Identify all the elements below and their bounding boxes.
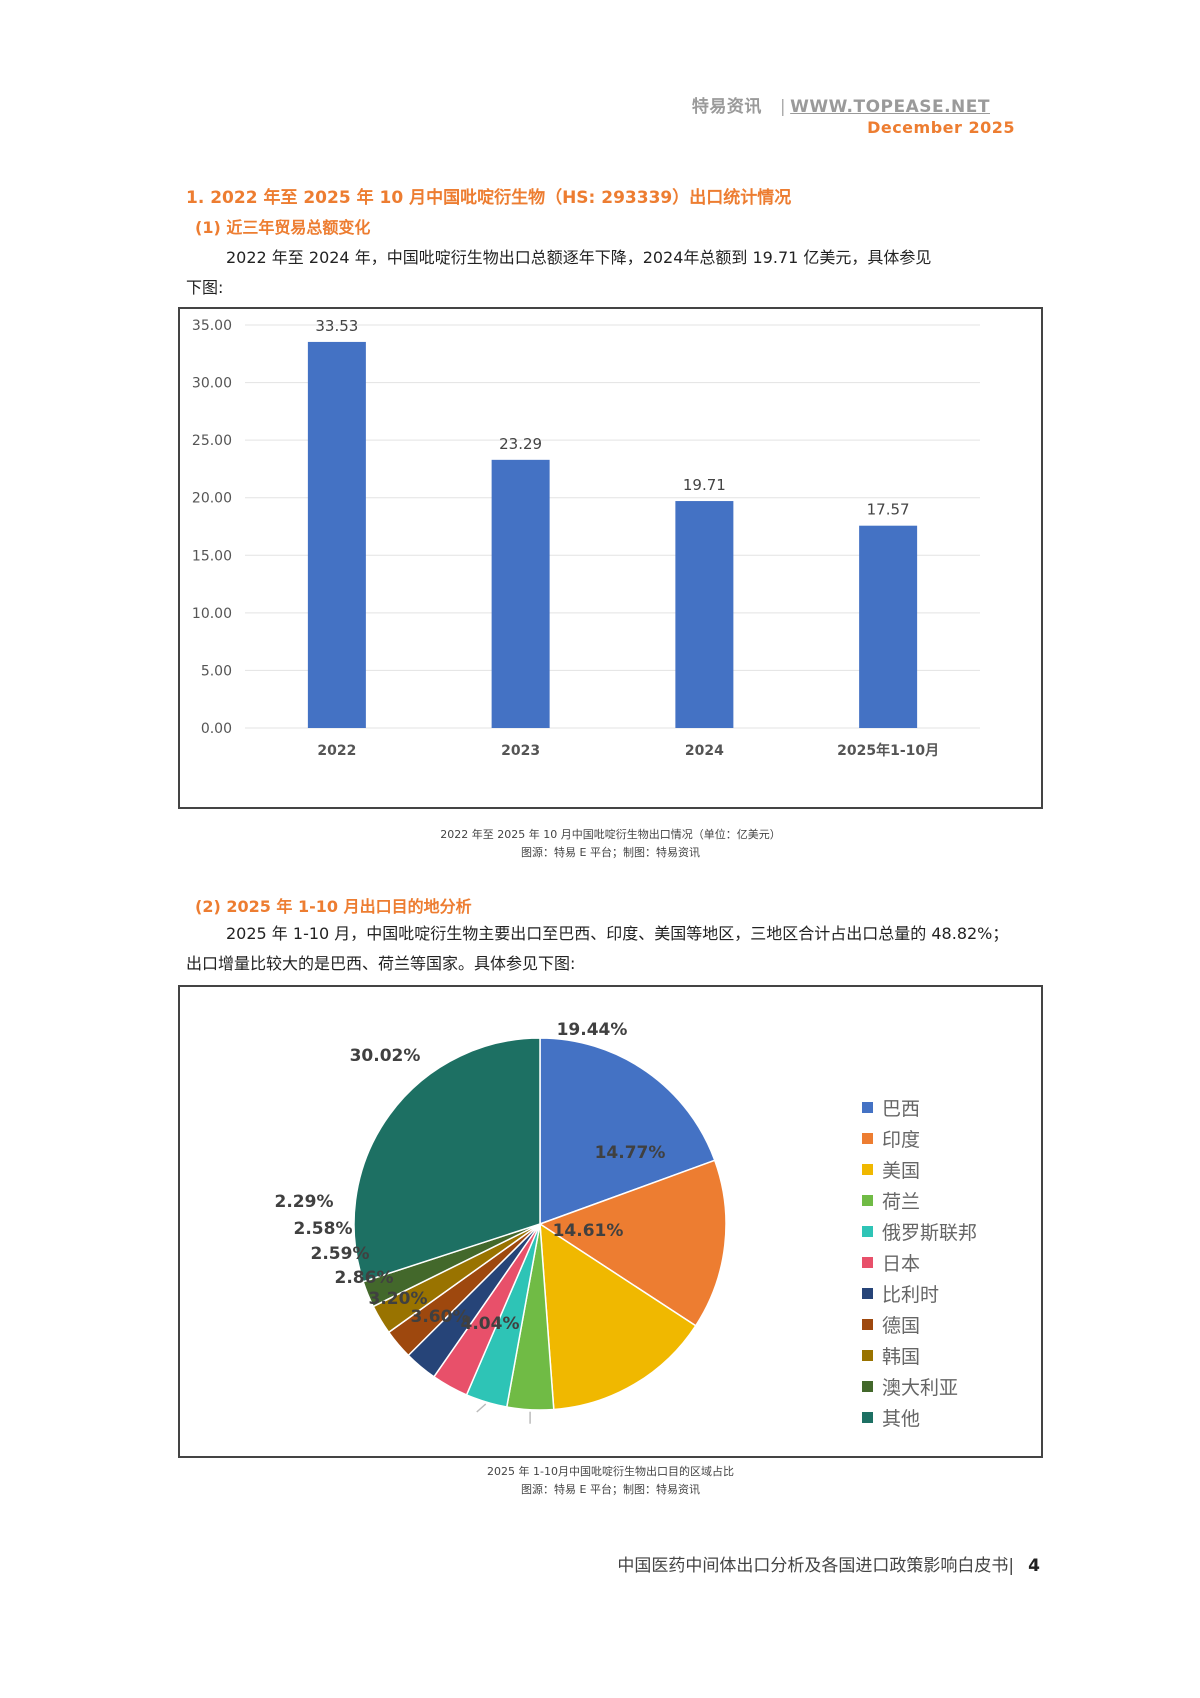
pie-chart-canvas: 19.44% 14.77% 14.61% 4.04%3.60%3.20%2.86% 2.… bbox=[275, 1020, 727, 1424]
page-footer: 中国医药中间体出口分析及各国进口政策影响白皮书| 4 bbox=[617, 1551, 1040, 1576]
caption-source: 图源：特易 E 平台；制图：特易资讯 bbox=[521, 846, 700, 859]
page-number: 4 bbox=[1028, 1556, 1040, 1576]
bar-value-label: 17.57 bbox=[867, 501, 910, 519]
bar-chart-canvas: 0.00 5.00 10.00 15.00 20.00 25.00 30.00 35.00 33… bbox=[192, 317, 980, 759]
y-tick-label: 5.00 bbox=[201, 663, 232, 679]
legend-swatch-icon bbox=[862, 1319, 873, 1330]
x-tick-label: 2024 bbox=[685, 743, 724, 759]
legend-item[interactable]: 澳大利亚 bbox=[862, 1371, 977, 1402]
caption-title: 2022 年至 2025 年 10 月中国吡啶衍生物出口情况（单位：亿美元） bbox=[440, 828, 781, 841]
header-brand: 特易资讯 | WWW.TOPEASE.NET bbox=[692, 92, 990, 117]
legend-item[interactable]: 德国 bbox=[862, 1309, 977, 1340]
bar-value-label: 23.29 bbox=[499, 435, 542, 453]
legend-swatch-icon bbox=[862, 1226, 873, 1237]
pie-value-label: 14.61% bbox=[553, 1221, 624, 1241]
pie-value-label: 19.44% bbox=[557, 1020, 628, 1040]
pie-value-label: 3.60% bbox=[411, 1307, 470, 1327]
legend-item[interactable]: 荷兰 bbox=[862, 1185, 977, 1216]
header-date: December 2025 bbox=[867, 118, 1015, 137]
pie-value-label: 2.86% bbox=[335, 1268, 394, 1288]
y-tick-label: 25.00 bbox=[192, 433, 232, 449]
legend-label: 韩国 bbox=[882, 1346, 921, 1368]
y-tick-label: 15.00 bbox=[192, 548, 232, 564]
bar-value-label: 33.53 bbox=[315, 317, 358, 335]
pie-slice[interactable] bbox=[353, 1037, 541, 1283]
legend-label: 其他 bbox=[882, 1408, 921, 1430]
pie-chart: 19.44% 14.77% 14.61% 4.04% 3.60% 3.20% 2.86% 2.… bbox=[178, 985, 1043, 1458]
legend-label: 巴西 bbox=[882, 1098, 921, 1120]
footer-title: 中国医药中间体出口分析及各国进口政策影响白皮书| bbox=[617, 1556, 1015, 1576]
y-tick-label: 0.00 bbox=[201, 721, 232, 737]
legend-swatch-icon bbox=[862, 1102, 873, 1113]
legend-item[interactable]: 韩国 bbox=[862, 1340, 977, 1371]
legend-swatch-icon bbox=[862, 1288, 873, 1299]
pie-legend: 巴西印度美国荷兰俄罗斯联邦日本比利时德国韩国澳大利亚其他 bbox=[862, 1092, 977, 1433]
paragraph-line: 出口增量比较大的是巴西、荷兰等国家。具体参见下图: bbox=[186, 954, 576, 973]
y-tick-label: 35.00 bbox=[192, 318, 232, 334]
bar[interactable] bbox=[307, 341, 366, 728]
bar[interactable] bbox=[859, 525, 918, 728]
legend-swatch-icon bbox=[862, 1350, 873, 1361]
paragraph-destination: 2025 年 1-10 月，中国吡啶衍生物主要出口至巴西、印度、美国等地区，三地… bbox=[186, 919, 1016, 979]
caption-source: 图源：特易 E 平台；制图：特易资讯 bbox=[521, 1483, 700, 1496]
pie-value-label: 2.29% bbox=[275, 1192, 334, 1212]
legend-swatch-icon bbox=[862, 1195, 873, 1206]
legend-swatch-icon bbox=[862, 1164, 873, 1175]
paragraph-trade-total: 2022 年至 2024 年，中国吡啶衍生物出口总额逐年下降，2024年总额到 … bbox=[186, 243, 1016, 303]
pie-slice[interactable] bbox=[538, 1159, 727, 1327]
pie-value-label: 30.02% bbox=[350, 1046, 421, 1066]
paragraph-line: 下图: bbox=[186, 278, 224, 297]
bar[interactable] bbox=[675, 501, 734, 728]
caption-title: 2025 年 1-10月中国吡啶衍生物出口目的区域占比 bbox=[487, 1465, 734, 1478]
legend-item[interactable]: 巴西 bbox=[862, 1092, 977, 1123]
leader-line bbox=[476, 1403, 487, 1413]
legend-label: 俄罗斯联邦 bbox=[882, 1222, 978, 1244]
legend-label: 比利时 bbox=[882, 1284, 940, 1306]
bar[interactable] bbox=[491, 459, 550, 728]
y-tick-label: 10.00 bbox=[192, 606, 232, 622]
bar-value-label: 19.71 bbox=[683, 476, 726, 494]
legend-swatch-icon bbox=[862, 1381, 873, 1392]
legend-label: 荷兰 bbox=[882, 1191, 921, 1213]
legend-label: 日本 bbox=[882, 1253, 921, 1275]
header-separator: | bbox=[779, 97, 787, 117]
legend-item[interactable]: 俄罗斯联邦 bbox=[862, 1216, 977, 1247]
legend-item[interactable]: 比利时 bbox=[862, 1278, 977, 1309]
pie-value-label: 2.59% bbox=[311, 1244, 370, 1264]
pie-value-label: 2.58% bbox=[294, 1219, 353, 1239]
y-tick-label: 30.00 bbox=[192, 376, 232, 392]
y-tick-label: 20.00 bbox=[192, 491, 232, 507]
paragraph-line: 2022 年至 2024 年，中国吡啶衍生物出口总额逐年下降，2024年总额到 … bbox=[226, 248, 932, 267]
legend-swatch-icon bbox=[862, 1412, 873, 1423]
bar-chart-caption: 2022 年至 2025 年 10 月中国吡啶衍生物出口情况（单位：亿美元） 图… bbox=[178, 826, 1043, 862]
x-tick-label: 2025年1-10月 bbox=[837, 742, 939, 759]
legend-item[interactable]: 印度 bbox=[862, 1123, 977, 1154]
brand-name: 特易资讯 bbox=[691, 97, 762, 117]
legend-item[interactable]: 其他 bbox=[862, 1402, 977, 1433]
subsection-title-trade-total: (1) 近三年贸易总额变化 bbox=[195, 218, 371, 237]
x-tick-label: 2023 bbox=[501, 743, 540, 759]
pie-chart-caption: 2025 年 1-10月中国吡啶衍生物出口目的区域占比 图源：特易 E 平台；制… bbox=[178, 1463, 1043, 1499]
legend-label: 印度 bbox=[882, 1129, 921, 1151]
legend-item[interactable]: 日本 bbox=[862, 1247, 977, 1278]
pie-value-label: 4.04% bbox=[461, 1314, 520, 1334]
x-tick-label: 2022 bbox=[317, 743, 356, 759]
bar-chart: 0.00 5.00 10.00 15.00 20.00 25.00 30.00 35.00 33… bbox=[178, 307, 1043, 809]
paragraph-line: 2025 年 1-10 月，中国吡啶衍生物主要出口至巴西、印度、美国等地区，三地… bbox=[226, 924, 1009, 943]
section-title: 1. 2022 年至 2025 年 10 月中国吡啶衍生物（HS: 293339… bbox=[186, 188, 792, 208]
pie-slice[interactable] bbox=[539, 1037, 716, 1226]
legend-label: 美国 bbox=[882, 1160, 921, 1182]
pie-value-label: 3.20% bbox=[369, 1289, 428, 1309]
pie-slice[interactable] bbox=[539, 1222, 697, 1411]
legend-label: 德国 bbox=[882, 1315, 921, 1337]
subsection-title-destination: (2) 2025 年 1-10 月出口目的地分析 bbox=[195, 897, 472, 916]
legend-swatch-icon bbox=[862, 1133, 873, 1144]
pie-value-label: 14.77% bbox=[595, 1143, 666, 1163]
legend-swatch-icon bbox=[862, 1257, 873, 1268]
legend-label: 澳大利亚 bbox=[882, 1377, 959, 1399]
legend-item[interactable]: 美国 bbox=[862, 1154, 977, 1185]
website-link[interactable]: WWW.TOPEASE.NET bbox=[790, 97, 990, 117]
